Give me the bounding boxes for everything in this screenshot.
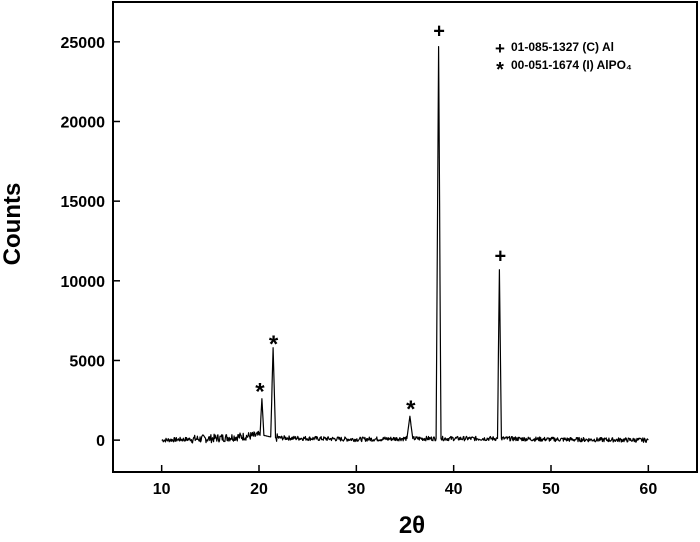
peak-markers: ***++ [255, 21, 506, 423]
x-tick-label: 50 [542, 481, 560, 498]
legend-symbol: + [495, 39, 505, 58]
legend-label: 01-085-1327 (C) Al [511, 40, 614, 54]
x-axis-title: 2θ [399, 512, 425, 539]
peak-marker: * [406, 396, 416, 423]
legend: +01-085-1327 (C) Al * 00-051-1674 (I) AlPO… [495, 39, 632, 81]
legend-label: 00-051-1674 (I) AlPO₄ [511, 58, 632, 72]
peak-marker: + [433, 21, 445, 43]
x-tick-label: 60 [639, 481, 657, 498]
peak-marker: * [269, 331, 279, 358]
series-line [161, 45, 649, 444]
y-tick-label: 25000 [61, 35, 106, 52]
peak-marker: * [255, 379, 265, 406]
x-tick-label: 20 [250, 481, 268, 498]
plot-frame [112, 1, 698, 473]
y-tick-label: 0 [96, 433, 105, 450]
legend-symbol: * [496, 59, 504, 81]
y-tick-label: 20000 [61, 114, 106, 131]
x-axis-ticks: 10 20 30 40 50 60 [153, 465, 657, 498]
x-tick-label: 40 [445, 481, 463, 498]
y-axis-ticks: 0 5000 10000 15000 20000 25000 [61, 35, 120, 450]
x-tick-label: 30 [347, 481, 365, 498]
x-tick-label: 10 [153, 481, 171, 498]
y-tick-label: 15000 [61, 194, 106, 211]
peak-marker: + [495, 245, 507, 267]
y-tick-label: 10000 [61, 274, 106, 291]
y-tick-label: 5000 [69, 353, 105, 370]
y-axis-title: Counts [0, 183, 26, 266]
